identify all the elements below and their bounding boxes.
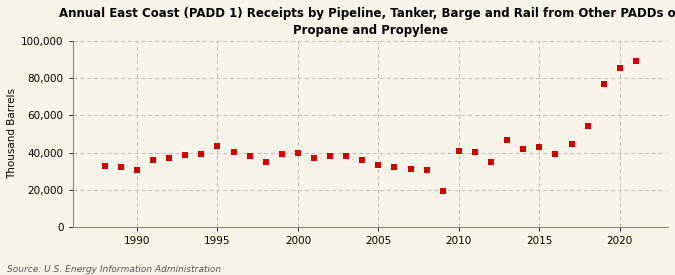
Point [341,154,352,158]
Point [196,151,207,156]
Point [132,168,142,172]
Point [308,156,319,160]
Point [292,150,303,155]
Point [180,153,190,158]
Point [277,152,288,157]
Point [357,158,368,162]
Point [325,154,335,158]
Point [598,81,609,86]
Point [148,158,159,162]
Point [470,149,481,154]
Point [502,138,512,143]
Point [99,163,110,168]
Point [485,160,496,164]
Point [583,123,593,128]
Point [373,163,384,167]
Point [454,148,464,153]
Point [534,145,545,149]
Point [261,160,271,164]
Title: Annual East Coast (PADD 1) Receipts by Pipeline, Tanker, Barge and Rail from Oth: Annual East Coast (PADD 1) Receipts by P… [59,7,675,37]
Point [244,154,255,158]
Point [614,66,625,70]
Point [212,144,223,148]
Point [228,149,239,154]
Point [518,147,529,151]
Text: Source: U.S. Energy Information Administration: Source: U.S. Energy Information Administ… [7,265,221,274]
Point [389,164,400,169]
Point [437,189,448,193]
Y-axis label: Thousand Barrels: Thousand Barrels [7,89,17,180]
Point [115,164,126,169]
Point [566,142,577,146]
Point [421,168,432,172]
Point [630,59,641,64]
Point [550,151,561,156]
Point [164,156,175,160]
Point [405,167,416,172]
